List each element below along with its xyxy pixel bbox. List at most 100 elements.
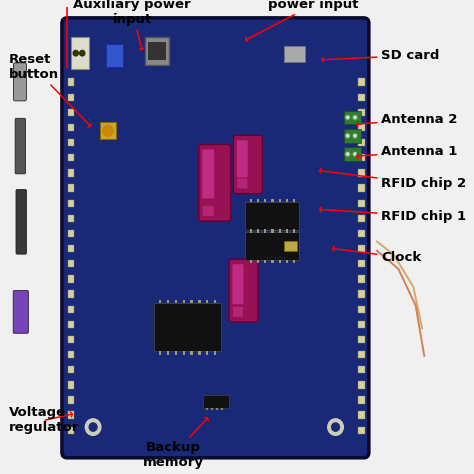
Circle shape: [102, 125, 113, 136]
Bar: [272, 230, 273, 233]
FancyBboxPatch shape: [13, 63, 27, 101]
Bar: [293, 229, 295, 232]
Bar: [286, 260, 288, 263]
Circle shape: [332, 423, 339, 431]
Bar: [203, 395, 229, 408]
Bar: [358, 351, 365, 358]
Bar: [257, 260, 259, 263]
Bar: [358, 396, 365, 404]
Bar: [283, 46, 305, 63]
Text: Antenna 1: Antenna 1: [356, 146, 457, 158]
Circle shape: [354, 135, 356, 137]
Bar: [358, 306, 365, 313]
Bar: [72, 37, 89, 69]
Bar: [199, 300, 201, 303]
Bar: [272, 229, 273, 232]
Bar: [106, 44, 123, 67]
Bar: [250, 260, 252, 263]
Bar: [358, 260, 365, 267]
Bar: [68, 154, 74, 162]
FancyBboxPatch shape: [233, 135, 263, 193]
Bar: [245, 232, 299, 260]
Circle shape: [345, 115, 350, 120]
FancyBboxPatch shape: [199, 145, 231, 221]
Bar: [214, 351, 216, 355]
Bar: [191, 351, 192, 355]
Bar: [68, 124, 74, 131]
Bar: [358, 184, 365, 191]
Text: Clock: Clock: [333, 246, 421, 264]
Bar: [68, 215, 74, 222]
Bar: [283, 241, 298, 251]
Bar: [358, 427, 365, 434]
Bar: [68, 291, 74, 298]
Bar: [250, 230, 252, 233]
Bar: [344, 147, 361, 161]
Bar: [148, 42, 166, 60]
FancyBboxPatch shape: [16, 190, 27, 254]
Bar: [358, 291, 365, 298]
Bar: [68, 245, 74, 252]
Bar: [68, 411, 74, 419]
Bar: [206, 351, 209, 355]
Circle shape: [346, 116, 349, 119]
Bar: [358, 336, 365, 343]
FancyBboxPatch shape: [15, 118, 26, 174]
FancyBboxPatch shape: [62, 18, 369, 458]
Bar: [344, 110, 361, 124]
Bar: [68, 184, 74, 191]
Bar: [257, 229, 259, 232]
Bar: [68, 396, 74, 404]
Bar: [68, 275, 74, 283]
Bar: [68, 93, 74, 101]
Text: RFID chip 1: RFID chip 1: [319, 207, 466, 222]
Circle shape: [353, 115, 357, 120]
Bar: [221, 408, 223, 410]
FancyBboxPatch shape: [202, 206, 214, 216]
FancyBboxPatch shape: [233, 264, 244, 304]
Circle shape: [80, 50, 85, 56]
Bar: [358, 109, 365, 116]
FancyBboxPatch shape: [237, 140, 248, 177]
Bar: [199, 351, 201, 355]
Bar: [167, 300, 169, 303]
Bar: [68, 109, 74, 116]
Bar: [358, 124, 365, 131]
Text: Antenna 2: Antenna 2: [356, 113, 457, 126]
Bar: [250, 229, 252, 232]
Bar: [358, 215, 365, 222]
Bar: [68, 200, 74, 207]
Bar: [358, 139, 365, 146]
Text: Backup
memory: Backup memory: [143, 418, 208, 469]
Text: SD card: SD card: [322, 49, 439, 62]
Bar: [264, 230, 266, 233]
Bar: [279, 230, 281, 233]
Circle shape: [354, 116, 356, 119]
Text: RFID chip 2: RFID chip 2: [319, 168, 466, 191]
Bar: [68, 230, 74, 237]
Bar: [264, 260, 266, 263]
Bar: [68, 381, 74, 389]
Bar: [358, 275, 365, 283]
Bar: [358, 230, 365, 237]
Bar: [257, 199, 259, 202]
Text: power input: power input: [246, 0, 359, 42]
Bar: [358, 411, 365, 419]
Text: Auxiliary power
input: Auxiliary power input: [73, 0, 191, 50]
Bar: [293, 230, 295, 233]
Bar: [182, 351, 185, 355]
Bar: [293, 260, 295, 263]
Bar: [264, 229, 266, 232]
Bar: [159, 351, 161, 355]
Bar: [175, 351, 177, 355]
Bar: [272, 199, 273, 202]
Bar: [358, 200, 365, 207]
Circle shape: [73, 50, 78, 56]
Bar: [279, 229, 281, 232]
Bar: [68, 336, 74, 343]
Bar: [206, 300, 209, 303]
Bar: [68, 427, 74, 434]
Bar: [167, 351, 169, 355]
Bar: [68, 306, 74, 313]
Bar: [344, 129, 361, 143]
